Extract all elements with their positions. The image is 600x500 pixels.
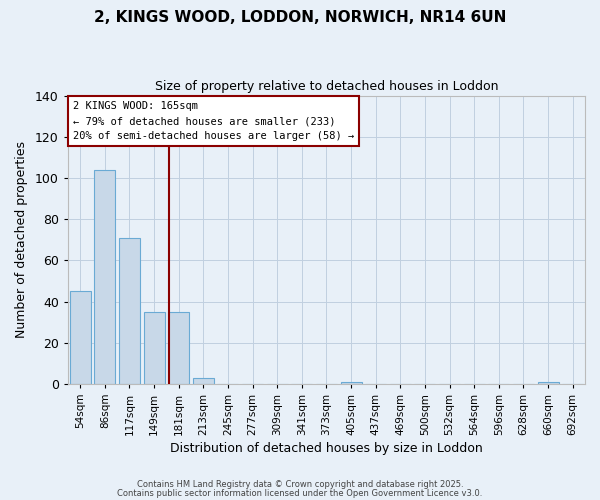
Bar xyxy=(168,312,189,384)
X-axis label: Distribution of detached houses by size in Loddon: Distribution of detached houses by size … xyxy=(170,442,483,455)
Bar xyxy=(119,238,140,384)
Bar xyxy=(94,170,115,384)
Text: Contains HM Land Registry data © Crown copyright and database right 2025.: Contains HM Land Registry data © Crown c… xyxy=(137,480,463,489)
Y-axis label: Number of detached properties: Number of detached properties xyxy=(15,141,28,338)
Bar xyxy=(538,382,559,384)
Bar xyxy=(70,291,91,384)
Text: 2 KINGS WOOD: 165sqm
← 79% of detached houses are smaller (233)
20% of semi-deta: 2 KINGS WOOD: 165sqm ← 79% of detached h… xyxy=(73,102,354,141)
Text: Contains public sector information licensed under the Open Government Licence v3: Contains public sector information licen… xyxy=(118,488,482,498)
Text: 2, KINGS WOOD, LODDON, NORWICH, NR14 6UN: 2, KINGS WOOD, LODDON, NORWICH, NR14 6UN xyxy=(94,10,506,25)
Bar xyxy=(143,312,164,384)
Bar xyxy=(193,378,214,384)
Bar xyxy=(341,382,362,384)
Title: Size of property relative to detached houses in Loddon: Size of property relative to detached ho… xyxy=(155,80,498,93)
